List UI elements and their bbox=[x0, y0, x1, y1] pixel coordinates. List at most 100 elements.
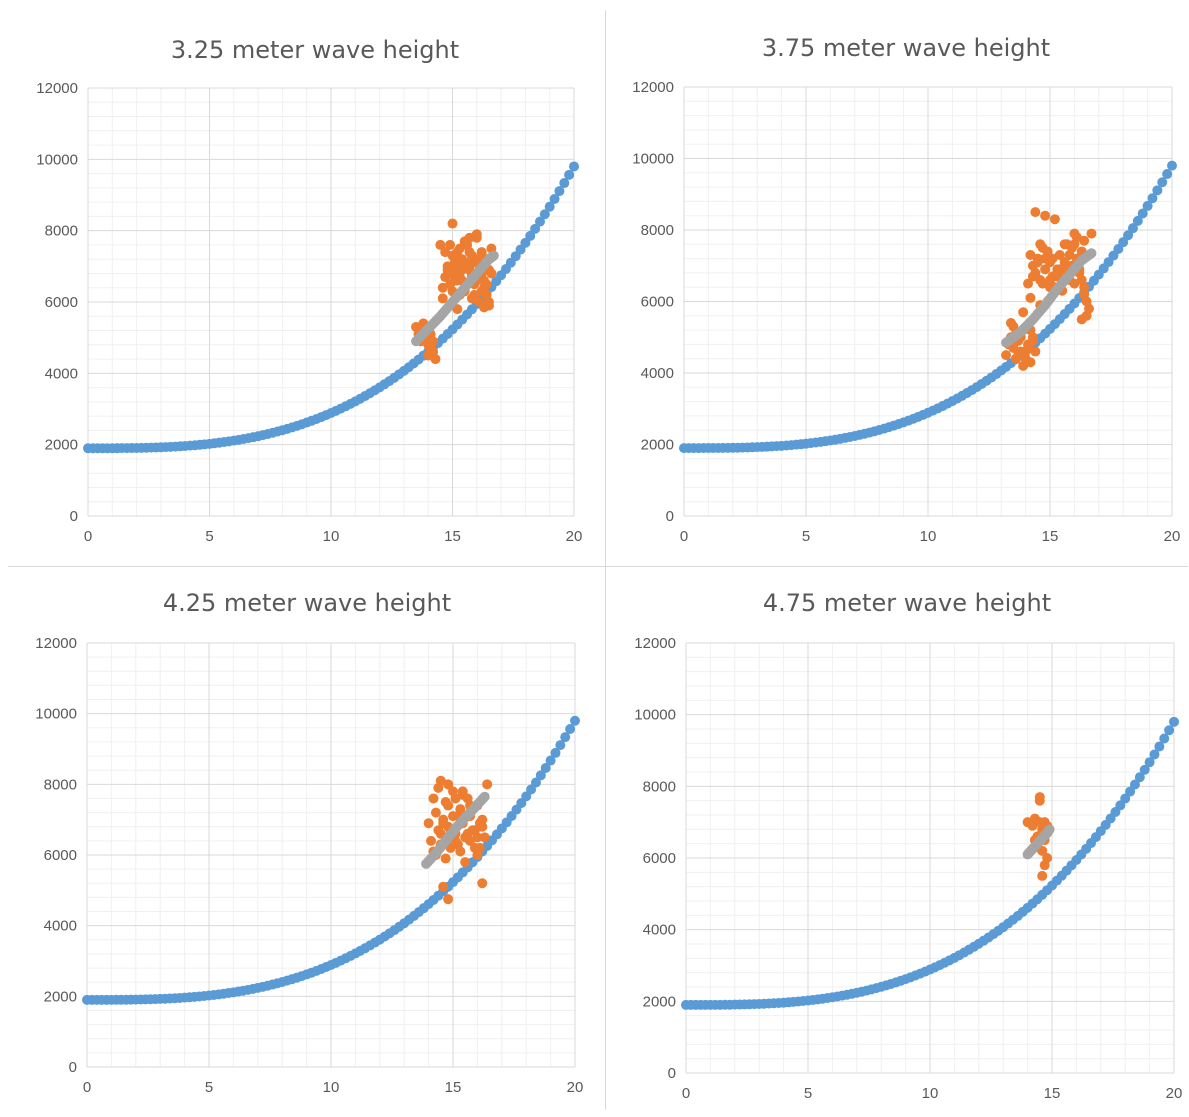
observed-point bbox=[1034, 795, 1045, 806]
model-curve-point bbox=[1134, 772, 1145, 783]
y-tick-label: 12000 bbox=[634, 635, 676, 652]
observed-point bbox=[1047, 253, 1058, 264]
observed-point bbox=[465, 835, 476, 846]
y-tick-label: 4000 bbox=[45, 365, 78, 382]
observed-point bbox=[455, 846, 466, 857]
y-tick-label: 6000 bbox=[44, 847, 77, 864]
observed-point bbox=[466, 250, 477, 261]
observed-point bbox=[447, 218, 458, 229]
vertical-divider bbox=[605, 10, 606, 1110]
model-curve-point bbox=[549, 193, 560, 204]
y-tick-label: 6000 bbox=[643, 850, 676, 867]
model-curve-point bbox=[569, 161, 579, 172]
y-tick-label: 8000 bbox=[641, 222, 674, 239]
model-curve-point bbox=[1129, 779, 1140, 790]
observed-point bbox=[430, 354, 441, 365]
chart-svg-2: 3.75 meter wave height 0 2000 4000 6000 8000 1… bbox=[632, 34, 1181, 545]
y-tick-label: 10000 bbox=[36, 151, 78, 168]
model-curve-point bbox=[555, 740, 566, 751]
model-curve-point bbox=[560, 732, 571, 743]
observed-point bbox=[1059, 239, 1070, 250]
observed-point bbox=[1025, 250, 1036, 261]
x-tick-label: 0 bbox=[84, 528, 92, 545]
observed-point bbox=[464, 261, 475, 272]
observed-point bbox=[479, 832, 490, 843]
observed-point bbox=[449, 257, 460, 268]
model-curve-point bbox=[1139, 764, 1150, 775]
y-tick-label: 10000 bbox=[35, 706, 77, 723]
model-curve-point bbox=[1157, 177, 1168, 188]
y-tick-label: 6000 bbox=[641, 294, 674, 311]
x-tick-label: 20 bbox=[1164, 528, 1181, 545]
y-tick-label: 12000 bbox=[632, 79, 674, 96]
observed-point bbox=[1079, 289, 1090, 300]
observed-point bbox=[423, 818, 434, 829]
y-tick-label: 4000 bbox=[44, 918, 77, 935]
y-tick-label: 6000 bbox=[45, 294, 78, 311]
y-tick-label: 8000 bbox=[45, 223, 78, 240]
observed-point bbox=[428, 793, 439, 804]
x-tick-label: 5 bbox=[804, 1085, 812, 1102]
observed-point bbox=[479, 302, 490, 313]
chart-panel-2: 3.75 meter wave height 0 2000 4000 6000 8000 1… bbox=[606, 10, 1189, 560]
y-tick-label: 10000 bbox=[632, 151, 674, 168]
x-tick-label: 20 bbox=[567, 1079, 584, 1096]
y-tick-label: 12000 bbox=[36, 80, 78, 97]
model-curve-point bbox=[526, 784, 537, 795]
observed-point bbox=[1079, 282, 1090, 293]
observed-point bbox=[454, 272, 465, 283]
y-tick-label: 2000 bbox=[641, 437, 674, 454]
model-curve-point bbox=[1123, 230, 1134, 241]
y-tick-label: 2000 bbox=[643, 993, 676, 1010]
x-tick-label: 10 bbox=[922, 1085, 939, 1102]
observed-point bbox=[1039, 860, 1050, 871]
y-tick-label: 2000 bbox=[45, 437, 78, 454]
x-tick-label: 0 bbox=[680, 528, 688, 545]
observed-point bbox=[1025, 292, 1036, 303]
x-tick-label: 15 bbox=[444, 528, 461, 545]
chart-title: 4.25 meter wave height bbox=[163, 589, 451, 617]
model-curve-point bbox=[1162, 169, 1173, 180]
chart-panel-1: 3.25 meter wave height 0 2000 4000 6000 8000 1… bbox=[8, 10, 603, 560]
model-curve-point bbox=[565, 724, 576, 735]
model-curve-point bbox=[530, 777, 541, 788]
observed-point bbox=[438, 818, 449, 829]
chart-title: 3.75 meter wave height bbox=[762, 34, 1050, 62]
model-curve-point bbox=[1125, 786, 1136, 797]
model-curve-point bbox=[564, 169, 575, 180]
observed-point bbox=[479, 275, 490, 286]
y-tick-label: 0 bbox=[70, 508, 78, 525]
x-tick-label: 15 bbox=[1044, 1085, 1061, 1102]
observed-point bbox=[1023, 278, 1034, 289]
observed-point bbox=[1018, 360, 1029, 371]
observed-point bbox=[443, 779, 454, 790]
model-curve-point bbox=[540, 763, 551, 774]
observed-point bbox=[1069, 228, 1080, 239]
observed-point bbox=[464, 232, 475, 243]
model-curve-point bbox=[1149, 749, 1160, 760]
model-curve-point bbox=[1159, 733, 1170, 744]
chart-title: 3.25 meter wave height bbox=[171, 36, 459, 64]
model-curve-point bbox=[1152, 185, 1163, 196]
chart-panel-3: 4.25 meter wave height 0 2000 4000 6000 8000 1… bbox=[8, 567, 603, 1117]
observed-point bbox=[460, 857, 471, 868]
observed-point bbox=[435, 239, 446, 250]
observed-point bbox=[1086, 228, 1097, 239]
trend-point bbox=[479, 791, 490, 802]
model-curve-point bbox=[1164, 725, 1175, 736]
model-curve-point bbox=[1144, 757, 1155, 768]
trend-point bbox=[488, 250, 499, 261]
observed-point bbox=[426, 835, 437, 846]
chart-panel-4: 4.75 meter wave height 0 2000 4000 6000 8000 1… bbox=[606, 567, 1189, 1117]
observed-point bbox=[437, 293, 448, 304]
observed-point bbox=[1010, 353, 1021, 364]
observed-point bbox=[1027, 271, 1038, 282]
model-curve-point bbox=[550, 747, 561, 758]
model-curve-point bbox=[559, 178, 570, 189]
observed-point bbox=[445, 239, 456, 250]
y-tick-label: 4000 bbox=[641, 365, 674, 382]
trend-point bbox=[1044, 824, 1055, 835]
observed-point bbox=[1040, 264, 1051, 275]
observed-point bbox=[1035, 239, 1046, 250]
